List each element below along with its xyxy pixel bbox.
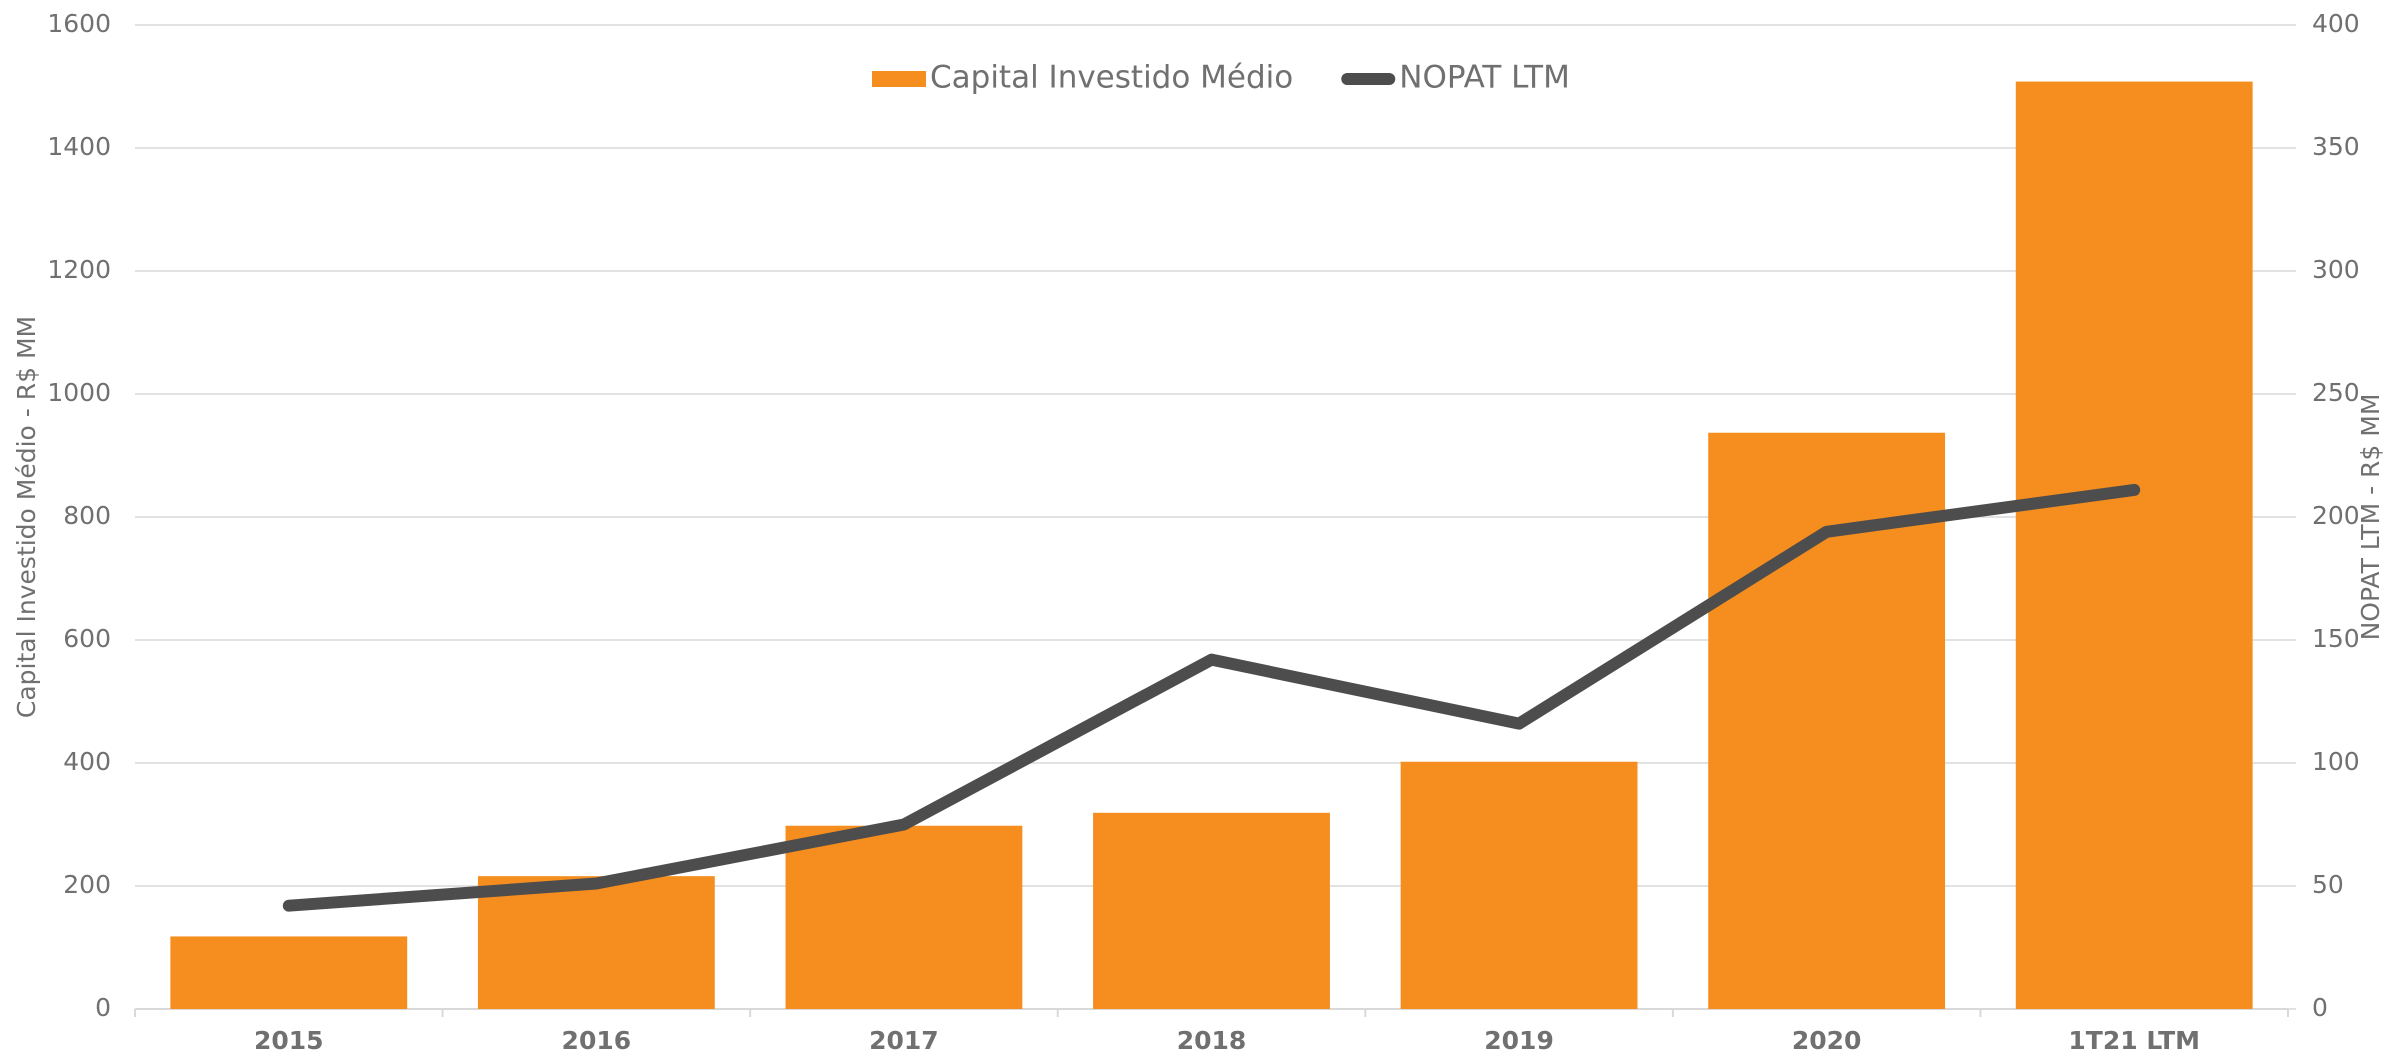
y-axis-label: Capital Investido Médio - R$ MM — [12, 316, 41, 718]
y2-tick-label: 100 — [2312, 747, 2360, 776]
bar — [1093, 812, 1330, 1009]
y-tick-label: 800 — [63, 501, 111, 530]
y-tick-label: 1600 — [47, 9, 111, 38]
bar — [477, 876, 715, 1009]
x-tick-label: 2020 — [1792, 1026, 1862, 1054]
y-tick-label: 1000 — [47, 378, 111, 407]
y2-tick-label: 150 — [2312, 624, 2360, 653]
y2-tick-label: 250 — [2312, 378, 2360, 407]
bar — [170, 936, 408, 1009]
x-tick-label: 2017 — [869, 1026, 939, 1054]
bar — [785, 825, 1023, 1009]
y2-tick-label: 300 — [2312, 255, 2360, 284]
y-tick-label: 0 — [95, 993, 111, 1022]
x-tick-label: 2018 — [1177, 1026, 1247, 1054]
y2-tick-label: 350 — [2312, 132, 2360, 161]
line — [282, 483, 2141, 912]
y-tick-label: 1200 — [47, 255, 111, 284]
x-tick-label: 2016 — [562, 1026, 632, 1054]
bar — [1400, 761, 1638, 1009]
x-tick-label: 1T21 LTM — [2068, 1026, 2200, 1054]
x-tick-label: 2019 — [1484, 1026, 1554, 1054]
y2-axis-label: NOPAT LTM - R$ MM — [2356, 394, 2385, 641]
bar — [2015, 81, 2253, 1009]
y2-tick-label: 400 — [2312, 9, 2360, 38]
x-tick-label: 2015 — [254, 1026, 324, 1054]
y2-tick-label: 0 — [2312, 993, 2328, 1022]
y-tick-label: 200 — [63, 870, 111, 899]
y-tick-label: 600 — [63, 624, 111, 653]
legend-swatch — [872, 71, 926, 87]
y2-tick-label: 200 — [2312, 501, 2360, 530]
legend-label: NOPAT LTM — [1399, 60, 1570, 96]
y2-tick-label: 50 — [2312, 870, 2344, 899]
y-tick-label: 400 — [63, 747, 111, 776]
y-tick-label: 1400 — [47, 132, 111, 161]
legend-label: Capital Investido Médio — [930, 60, 1293, 96]
